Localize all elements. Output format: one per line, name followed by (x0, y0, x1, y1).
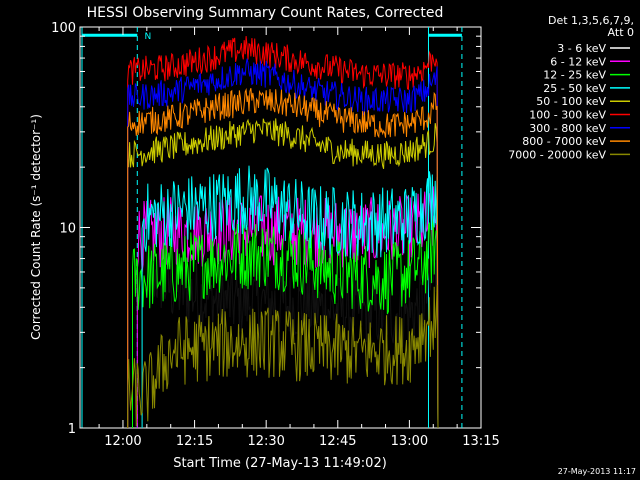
legend-label: 7000 - 20000 keV (508, 148, 606, 161)
footer-date: 27-May-2013 11:17 (558, 467, 636, 476)
series-line-1 (136, 186, 439, 429)
series-line-2 (132, 215, 439, 429)
legend-header: Att 0 (608, 26, 634, 39)
series-line-0 (141, 226, 439, 429)
x-tick-label: 13:15 (462, 434, 499, 449)
series-line-6 (127, 58, 439, 429)
series-layer (127, 36, 439, 429)
series-line-4 (127, 118, 439, 429)
series-line-7 (127, 87, 439, 429)
x-tick-label: 12:00 (104, 434, 141, 449)
legend-label: 3 - 6 keV (557, 42, 606, 55)
x-tick-label: 12:15 (176, 434, 213, 449)
legend-label: 100 - 300 keV (529, 109, 606, 122)
series-line-8 (127, 284, 439, 429)
legend-label: 6 - 12 keV (550, 55, 606, 68)
y-axis-label: Corrected Count Rate (s⁻¹ detector⁻¹) (29, 114, 43, 340)
y-tick-label: 10 (59, 222, 76, 237)
y-tick-label: 100 (51, 21, 76, 36)
y-tick-label: 1 (68, 422, 76, 437)
legend-header: Det 1,3,5,6,7,9, (548, 14, 634, 27)
series-line-3 (141, 165, 439, 429)
legend-label: 50 - 100 keV (536, 95, 606, 108)
flag-label: N (144, 32, 151, 42)
legend-label: 300 - 800 keV (529, 122, 606, 135)
legend-label: 800 - 7000 keV (522, 135, 606, 148)
x-tick-label: 12:30 (247, 434, 284, 449)
legend-label: 12 - 25 keV (543, 69, 606, 82)
legend-label: 25 - 50 keV (543, 82, 606, 95)
x-tick-label: 13:00 (391, 434, 428, 449)
x-tick-label: 12:45 (319, 434, 356, 449)
axes: 12:00 12:15 12:30 12:45 13:00 13:15 1 10 100 (51, 21, 500, 449)
series-line-5 (127, 36, 439, 429)
x-axis-label: Start Time (27-May-13 11:49:02) (173, 456, 387, 471)
chart-title: HESSI Observing Summary Count Rates, Cor… (87, 5, 444, 21)
